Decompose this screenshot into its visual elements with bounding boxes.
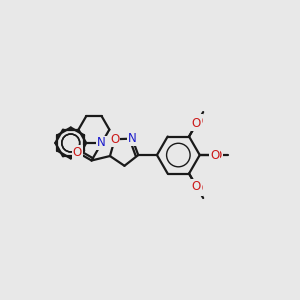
Text: O: O [110,133,119,146]
Text: O: O [193,182,202,195]
Text: O: O [192,180,201,193]
Text: O: O [212,148,222,161]
Text: N: N [97,136,106,149]
Text: O: O [210,148,219,161]
Text: N: N [128,132,136,145]
Text: O: O [192,117,201,130]
Text: O: O [193,115,202,128]
Text: O: O [73,146,82,159]
